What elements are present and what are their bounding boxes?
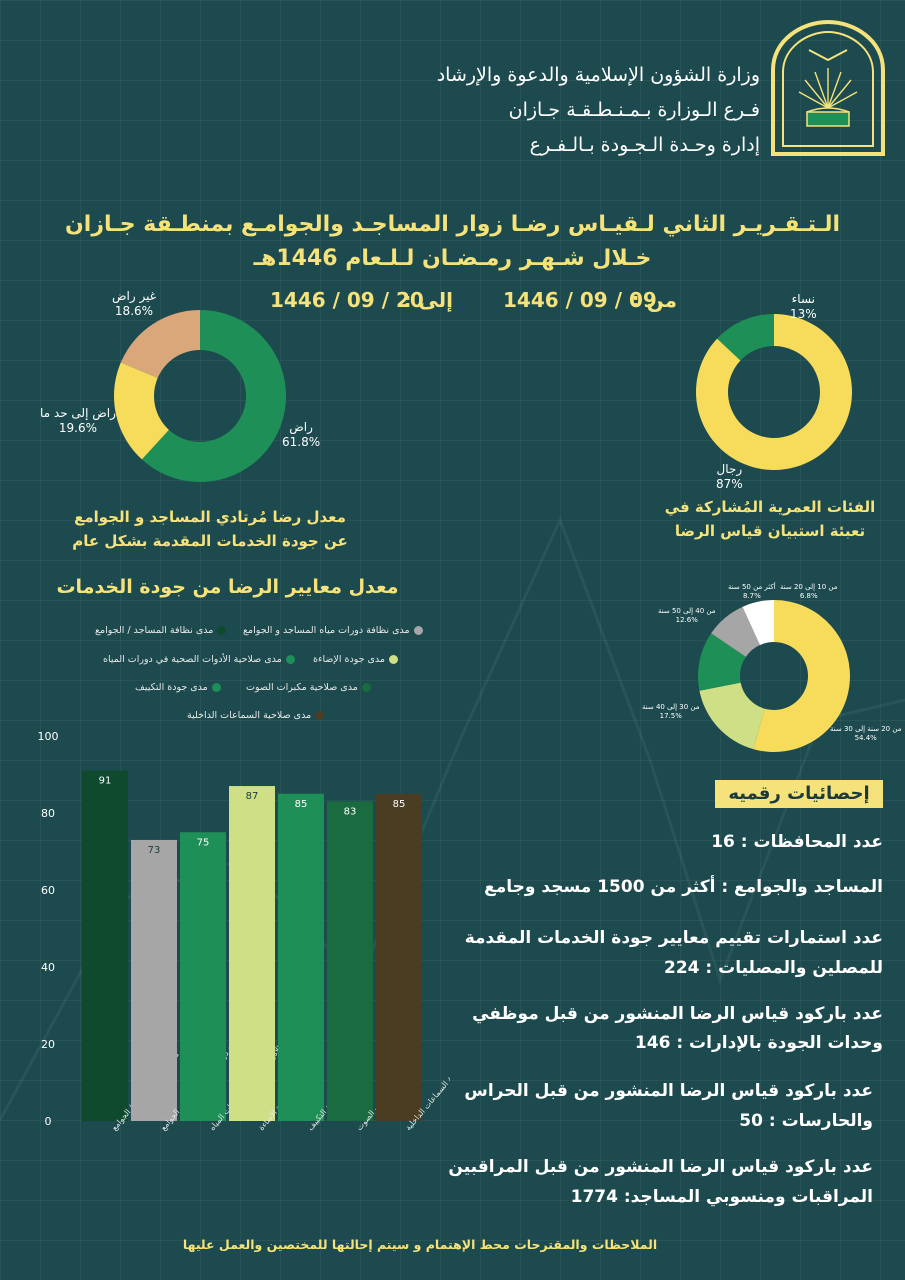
stat-forms-line2: للمصلين والمصليات : 224 — [664, 958, 883, 978]
donut-slice — [141, 310, 286, 482]
bar-value-label: 85 — [295, 799, 308, 810]
y-tick-label: 20 — [41, 1038, 55, 1051]
report-subtitle: خـلال شـهـر رمـضـان لـلـعام 1446هـ — [253, 246, 652, 271]
label-somewhat-satisfied: راض إلى حد ما 19.6% — [40, 406, 116, 435]
bar-value-label: 91 — [99, 776, 112, 787]
satisfaction-caption: معدل رضا مُرتادي المساجد و الجوامع عن جود… — [72, 508, 348, 550]
legend-item-ac: مدى جودة التكييف — [135, 682, 221, 693]
legend-item-speakers: مدى صلاحية مكبرات الصوت — [246, 682, 371, 693]
label-age-30-40: من 30 إلى 40 سنة 17.5% — [642, 703, 700, 720]
legend-item-restroom-cleanliness: مدى نظافة دورات مياه المساجد و الجوامع — [243, 625, 423, 636]
donut-slice — [742, 600, 774, 646]
stat-mosques: المساجد والجوامع : أكثر من 1500 مسجد وجا… — [484, 877, 883, 897]
stats-badge: إحصائيات رقميه — [715, 780, 883, 808]
gender-caption: الفئات العمرية المُشاركة في تعبئة استبيان… — [664, 498, 876, 540]
label-age-20-30: من 20 سنة إلى 30 سنة 54.4% — [830, 725, 902, 742]
stat-guards-barcode-line1: عدد باركود قياس الرضا المنشور من قبل الح… — [464, 1081, 873, 1101]
label-age-40-50: من 40 إلى 50 سنة 12.6% — [658, 607, 716, 624]
bar — [131, 839, 177, 1121]
donut-slice — [698, 633, 746, 691]
header: وزارة الشؤون الإسلامية والدعوة والإرشاد … — [430, 58, 760, 163]
stat-governorates: عدد المحافظات : 16 — [711, 832, 883, 852]
legend-swatch — [211, 683, 221, 692]
legend-swatch — [389, 655, 399, 664]
y-tick-label: 0 — [45, 1115, 52, 1128]
bar — [278, 793, 324, 1121]
donut-slice — [696, 314, 852, 470]
bar — [376, 793, 422, 1121]
legend-swatch — [361, 683, 371, 692]
report-title: الـتـقـريـر الثاني لـقيـاس رضـا زوار الم… — [65, 212, 840, 237]
bar — [180, 832, 226, 1121]
bar-value-label: 87 — [246, 791, 259, 802]
stat-supervisors-barcode-line1: عدد باركود قياس الرضا المنشور من قبل الم… — [448, 1157, 873, 1177]
bar — [327, 801, 373, 1121]
y-tick-label: 60 — [41, 884, 55, 897]
donut-slice — [711, 606, 760, 657]
stat-quality-barcode-line2: وحدات الجودة بالإدارات : 146 — [634, 1033, 883, 1053]
bar-value-label: 75 — [197, 837, 210, 848]
donut-slice — [753, 600, 850, 752]
donut-slice — [699, 682, 765, 750]
donut-slice — [114, 362, 169, 460]
branch-name: فـرع الـوزارة بـمـنـطـقـة جـازان — [508, 99, 760, 121]
label-women: نساء 13% — [790, 292, 817, 321]
donut-slice — [120, 310, 200, 378]
bar-value-label: 85 — [393, 799, 406, 810]
legend-item-mosque-cleanliness: مدى نظافة المساجد / الجوامع — [95, 625, 227, 636]
stat-guards-barcode-line2: والحارسات : 50 — [739, 1111, 873, 1131]
from-date: 1446 / 09 / 09 — [503, 288, 657, 312]
bar — [82, 770, 128, 1121]
legend-swatch — [285, 655, 295, 664]
label-age-10-20: من 10 إلى 20 سنة 6.8% — [780, 583, 838, 600]
department-name: إدارة وحـدة الـجـودة بـالـفـرع — [529, 134, 760, 156]
footer-note: الملاحظات والمقترحات محط الإهتمام و سيتم… — [182, 1237, 658, 1252]
legend-item-sanitary-tools: مدى صلاحية الأدوات الصحية في دورات الميا… — [103, 654, 295, 665]
age-donut — [698, 600, 850, 752]
to-label: إلى : — [403, 288, 453, 312]
label-satisfied: راض 61.8% — [282, 420, 321, 449]
label-unsatisfied: غير راض 18.6% — [112, 289, 156, 318]
legend-item-lighting: مدى جودة الإضاءة — [313, 654, 399, 665]
label-age-50-plus: أكثر من 50 سنة 8.7% — [728, 583, 776, 600]
to-date: 1446 / 09 / 20 — [270, 288, 424, 312]
stat-forms-line1: عدد استمارات تقييم معايير جودة الخدمات ا… — [464, 928, 883, 948]
bar-value-label: 73 — [148, 845, 161, 856]
ministry-logo — [771, 20, 885, 156]
satisfaction-donut — [114, 310, 286, 482]
legend-swatch — [217, 626, 227, 635]
legend-swatch — [413, 626, 423, 635]
y-tick-label: 100 — [38, 730, 59, 743]
stat-supervisors-barcode-line2: المراقبات ومنسوبي المساجد: 1774 — [570, 1187, 873, 1207]
gender-donut — [696, 314, 852, 470]
bar-chart-title: معدل معايير الرضا من جودة الخدمات — [56, 576, 399, 598]
bar-value-label: 83 — [344, 806, 357, 817]
ministry-name: وزارة الشؤون الإسلامية والدعوة والإرشاد — [436, 64, 760, 86]
y-tick-label: 80 — [41, 807, 55, 820]
donut-slice — [717, 314, 774, 361]
label-men: رجال 87% — [716, 462, 743, 491]
from-label: من : — [631, 288, 677, 312]
y-tick-label: 40 — [41, 961, 55, 974]
bar-chart: 02040608010091مدى نظافة المساجد / الجوام… — [38, 730, 451, 1133]
stat-quality-barcode-line1: عدد باركود قياس الرضا المنشور من قبل موظ… — [472, 1004, 883, 1024]
legend-item-internal-speakers: مدى صلاحية السماعات الداخلية — [187, 710, 325, 721]
bar — [229, 786, 275, 1121]
legend-swatch — [315, 711, 325, 720]
